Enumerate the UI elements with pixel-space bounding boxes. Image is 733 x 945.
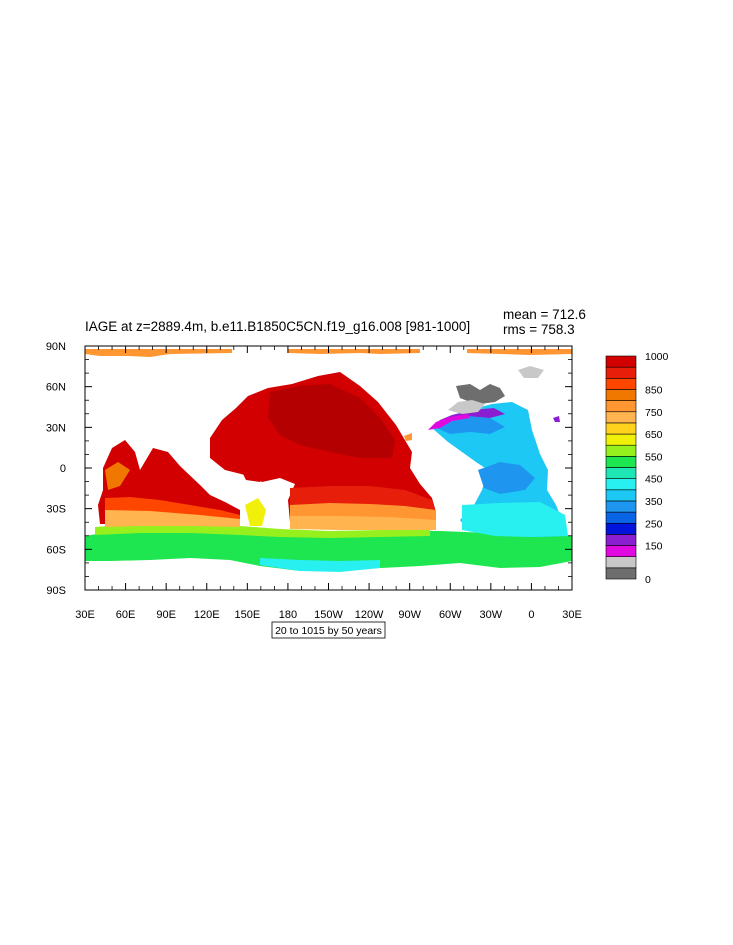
- colorbar: [605, 355, 637, 580]
- nordic-shelf: [448, 400, 485, 414]
- x-tick-label: 30W: [480, 609, 503, 621]
- norwegian-sea: [518, 366, 544, 378]
- y-tick-label: 30N: [46, 422, 66, 434]
- arctic-strip-atlantic: [467, 349, 572, 355]
- colorbar-label: 0: [645, 574, 651, 586]
- colorbar-swatch: [605, 400, 637, 413]
- atlantic-nadw: [430, 408, 505, 428]
- colorbar-swatch: [605, 422, 637, 435]
- colorbar-label: 850: [645, 384, 663, 396]
- x-tick-label: 90W: [398, 609, 421, 621]
- pacific-south-edge: [290, 516, 436, 530]
- colorbar-label: 1000: [645, 351, 669, 363]
- colorbar-label: 350: [645, 496, 663, 508]
- colorbar-swatch: [605, 467, 637, 479]
- rms-stat: rms = 758.3: [503, 322, 575, 337]
- x-tick-label: 30E: [75, 609, 95, 621]
- ocean-field: [85, 346, 572, 590]
- x-tick-label: 0: [528, 609, 534, 621]
- colorbar-swatch: [605, 389, 637, 401]
- colorbar-swatch: [605, 500, 637, 513]
- colorbar-swatch: [605, 545, 637, 557]
- x-tick-label: 180: [279, 609, 297, 621]
- y-tick-label: 90N: [46, 341, 66, 353]
- colorbar-swatch: [605, 444, 637, 457]
- colorbar-swatch: [605, 511, 637, 524]
- colorbar-label: 450: [645, 474, 663, 486]
- x-tick-label: 60W: [439, 609, 462, 621]
- contour-info-box: 20 to 1015 by 50 years: [271, 621, 386, 639]
- x-tick-label: 30E: [562, 609, 582, 621]
- x-tick-label: 120E: [194, 609, 220, 621]
- colorbar-swatch: [605, 377, 637, 390]
- axis-ticks: [84, 345, 573, 591]
- x-tick-label: 120W: [355, 609, 384, 621]
- y-tick-label: 30S: [46, 504, 66, 516]
- pacific-core: [268, 384, 395, 458]
- y-tick-label: 60N: [46, 382, 66, 394]
- y-tick-label: 0: [60, 463, 66, 475]
- colorbar-swatch: [605, 355, 637, 368]
- colorbar-swatch: [605, 433, 637, 446]
- colorbar-swatch: [605, 556, 637, 569]
- atlantic-south-teal: [462, 502, 568, 537]
- atlantic-mid-blue: [478, 462, 535, 494]
- mean-stat: mean = 712.6: [503, 307, 586, 322]
- mediterranean: [553, 416, 560, 422]
- tasman-sea: [245, 498, 266, 526]
- arctic-strip-west: [288, 349, 420, 354]
- colorbar-swatch: [605, 522, 637, 535]
- plot-title: IAGE at z=2889.4m, b.e11.B1850C5CN.f19_g…: [85, 319, 470, 334]
- southern-ocean-band: [85, 530, 572, 571]
- colorbar-label: 750: [645, 407, 663, 419]
- colorbar-label: 250: [645, 518, 663, 530]
- colorbar-swatch: [605, 534, 637, 546]
- x-tick-label: 90E: [156, 609, 176, 621]
- x-tick-label: 150E: [234, 609, 260, 621]
- contour-info-text: 20 to 1015 by 50 years: [275, 625, 382, 637]
- colorbar-label: 650: [645, 429, 663, 441]
- greenland-sea: [456, 384, 505, 404]
- x-tick-label: 150W: [314, 609, 343, 621]
- x-tick-label: 60E: [116, 609, 136, 621]
- colorbar-swatch: [605, 489, 637, 502]
- atlantic-nadw-core: [428, 414, 470, 430]
- indian-ocean-west: [105, 462, 130, 490]
- colorbar-swatch: [605, 456, 637, 468]
- southern-ocean-south: [260, 558, 380, 572]
- gulf-patch: [404, 433, 412, 441]
- arctic-strip-east: [85, 349, 232, 357]
- indian-ocean-south: [105, 510, 240, 527]
- y-tick-label: 60S: [46, 544, 66, 556]
- colorbar-swatch: [605, 366, 637, 379]
- axis-tick-labels: 30E 60E 90E 120E 150E 180 150W 120W 90W 60W 30W 0 30…: [46, 341, 582, 621]
- coral-sea: [240, 462, 262, 482]
- colorbar-label: 550: [645, 451, 663, 463]
- colorbar-label: 150: [645, 541, 663, 553]
- southern-ocean-north: [95, 524, 430, 538]
- colorbar-labels: 0 150 250 350 450 550 650 750 850 1000: [645, 351, 669, 586]
- colorbar-swatch: [605, 411, 637, 424]
- y-tick-label: 90S: [46, 585, 66, 597]
- colorbar-swatch: [605, 478, 637, 491]
- colorbar-swatch: [605, 567, 637, 580]
